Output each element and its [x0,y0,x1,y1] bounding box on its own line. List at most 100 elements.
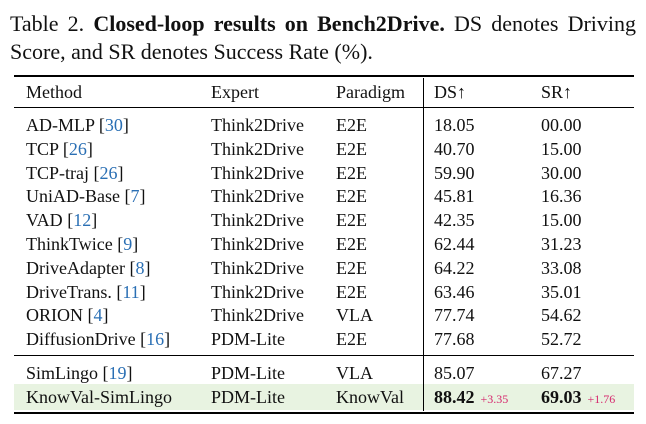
cell-ds: 77.74 [434,305,475,326]
cell-expert: Think2Drive [211,305,304,326]
method-name: DriveAdapter [26,257,130,278]
cell-paradigm: E2E [336,257,367,278]
cell-paradigm: KnowVal [336,387,404,407]
header-method: Method [26,82,82,102]
cell-method: DriveAdapter [8] [26,257,150,279]
cell-method: DiffusionDrive [16] [26,328,170,350]
ds-value: 88.42 [434,387,475,407]
citation-link[interactable]: 9 [123,234,133,254]
ds-delta: +3.35 [480,392,509,406]
citation: [26] [62,138,93,159]
cell-expert: Think2Drive [211,138,304,159]
method-name: ORION [26,305,88,326]
cell-sr: 00.00 [541,115,582,135]
cell-paradigm: E2E [336,281,367,302]
cell-ds: 42.35 [434,210,475,231]
citation-link[interactable]: 7 [130,186,140,207]
cell-method: DriveTrans. [11] [26,281,146,303]
cell-ds: 63.46 [434,281,475,302]
top-rule [14,75,634,77]
cell-sr: 52.72 [541,329,582,350]
cell-paradigm: VLA [336,363,373,383]
citation: [30] [98,115,129,135]
citation-link[interactable]: 16 [146,329,165,350]
table-caption: Table 2. Closed-loop results on Bench2Dr… [10,10,636,66]
cell-method: TCP [26] [26,138,93,160]
cell-method: KnowVal-SimLingo [26,387,172,407]
cell-method: SimLingo [19] [26,362,133,384]
cell-method: AD-MLP [30] [26,114,129,136]
cell-method: VAD [12] [26,209,97,231]
caption-text: DS denotes Driving Score, and SR denotes… [10,11,637,64]
header-rule [14,107,634,108]
sr-delta: +1.76 [587,392,616,406]
cell-sr: 30.00 [541,162,582,183]
cell-paradigm: E2E [336,115,367,135]
cell-ds: 77.68 [434,329,475,350]
method-name: VAD [26,210,68,231]
method-name: SimLingo [26,363,103,383]
method-name: TCP-traj [26,162,94,183]
cell-ds: 85.07 [434,363,475,383]
cell-ds: 88.42 +3.35 [434,386,508,410]
citation: [16] [140,329,171,350]
citation-link[interactable]: 12 [73,210,92,231]
method-name: DiffusionDrive [26,329,141,350]
cell-sr: 31.23 [541,234,582,254]
cell-paradigm: VLA [336,305,373,326]
cell-sr: 16.36 [541,186,582,207]
citation-link[interactable]: 30 [104,115,123,135]
method-name: ThinkTwice [26,234,118,254]
method-name: TCP [26,138,63,159]
citation-link[interactable]: 19 [108,363,127,383]
ours-row-highlight [14,384,634,410]
cell-expert: Think2Drive [211,234,304,254]
cell-paradigm: E2E [336,329,367,350]
cell-expert: Think2Drive [211,210,304,231]
cell-paradigm: E2E [336,186,367,207]
citation: [26] [93,162,124,183]
cell-sr: 35.01 [541,281,582,302]
cell-ds: 62.44 [434,234,475,254]
method-name: UniAD-Base [26,186,125,207]
method-name: DriveTrans. [26,281,117,302]
cell-expert: Think2Drive [211,281,304,302]
cell-expert: PDM-Lite [211,387,285,407]
header-ds: DS↑ [434,82,467,102]
cell-expert: Think2Drive [211,115,304,135]
sr-value: 69.03 [541,387,582,407]
cell-ds: 40.70 [434,138,475,159]
bottom-rule [14,412,634,414]
cell-expert: Think2Drive [211,186,304,207]
cell-expert: PDM-Lite [211,363,285,383]
cell-paradigm: E2E [336,138,367,159]
cell-expert: Think2Drive [211,162,304,183]
citation-link[interactable]: 26 [68,138,87,159]
citation: [9] [117,234,139,254]
cell-method: TCP-traj [26] [26,162,124,184]
header-sr: SR↑ [541,82,573,102]
cell-paradigm: E2E [336,234,367,254]
cell-method: ThinkTwice [9] [26,233,138,255]
citation-link[interactable]: 4 [93,305,103,326]
header-paradigm: Paradigm [336,82,405,102]
cell-ds: 18.05 [434,115,475,135]
citation: [12] [67,210,98,231]
cell-paradigm: E2E [336,210,367,231]
cell-sr: 67.27 [541,363,582,383]
header-expert: Expert [211,82,259,102]
cell-sr: 15.00 [541,210,582,231]
citation: [19] [102,363,133,383]
citation-link[interactable]: 11 [122,281,140,302]
cell-ds: 64.22 [434,257,475,278]
cell-sr: 69.03 +1.76 [541,386,615,410]
citation: [8] [129,257,151,278]
cell-sr: 54.62 [541,305,582,326]
cell-method: ORION [4] [26,304,109,326]
group-rule [14,355,634,356]
citation: [4] [87,305,109,326]
citation-link[interactable]: 26 [99,162,118,183]
cell-sr: 15.00 [541,138,582,159]
citation-link[interactable]: 8 [135,257,145,278]
cell-method: UniAD-Base [7] [26,185,145,207]
